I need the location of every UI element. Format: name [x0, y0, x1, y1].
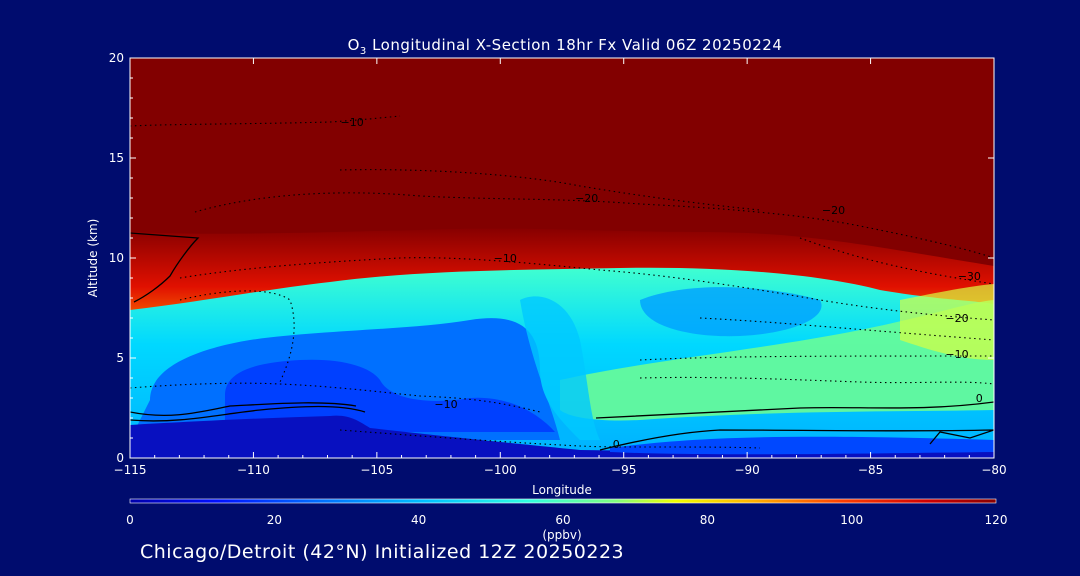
contour-label: −30: [958, 270, 981, 283]
dotted-contours: [130, 115, 994, 449]
x-tick-label: −105: [360, 463, 393, 477]
colorbar-tick-label: 40: [411, 513, 426, 527]
contour-minus10-main: [179, 257, 994, 321]
contour-minus20-right-lower: [699, 317, 994, 341]
y-tick-label: 15: [109, 151, 124, 165]
initialized-caption: Chicago/Detroit (42°N) Initialized 12Z 2…: [140, 541, 625, 563]
contour-minus20-upper: [194, 192, 994, 259]
contour-label: −10: [341, 116, 364, 129]
contour-label: −20: [945, 312, 968, 325]
colorbar-tick-label: 60: [555, 513, 570, 527]
contour-label: −20: [822, 204, 845, 217]
light-blue-column: [520, 296, 600, 440]
colorbar-tick-label: 80: [700, 513, 715, 527]
colorbar-unit: (ppbv): [542, 528, 581, 542]
contour-0-lower-left-2: [130, 405, 366, 422]
lowest-ozone-core: [225, 359, 555, 432]
x-tick-label: −100: [484, 463, 517, 477]
x-tick-label: −95: [611, 463, 636, 477]
colorbar-tick-label: 20: [267, 513, 282, 527]
title-subscript: 3: [360, 46, 367, 57]
y-tick-label: 0: [116, 451, 124, 465]
contour-label: −20: [575, 192, 598, 205]
colorbar: 0 20 40 60 80 100 120 (ppbv): [126, 498, 1007, 542]
contour-label: −10: [945, 348, 968, 361]
contour-0-lower-left: [130, 402, 357, 416]
contour-label: −10: [494, 252, 517, 265]
ground-band: [130, 415, 994, 458]
contour-minus10-top-arc: [130, 115, 401, 127]
y-tick-label: 10: [109, 251, 124, 265]
contour-label: 0: [976, 392, 983, 405]
plot-area: −10 −20 −20 −10 −30 −20 −10 0 −10 0: [130, 58, 994, 458]
y-axis: 0 5 10 15 20: [109, 51, 994, 465]
green-band-lower-right: [560, 300, 994, 421]
contour-ground-lines: [339, 429, 761, 449]
contour-label: −10: [434, 398, 457, 411]
title-rest: Longitudinal X-Section 18hr Fx Valid 06Z…: [367, 36, 783, 54]
x-tick-label: −85: [858, 463, 883, 477]
mid-blue-lobe-right: [640, 287, 822, 337]
contour-label: 0: [613, 438, 620, 451]
x-tick-label: −80: [981, 463, 1006, 477]
contour-labels: −10 −20 −20 −10 −30 −20 −10 0 −10 0: [341, 116, 983, 451]
colorbar-tick-label: 100: [840, 513, 863, 527]
contour-0-upper-left: [130, 232, 200, 303]
colorbar-tick-label: 0: [126, 513, 134, 527]
near-surface-layer-right: [610, 436, 994, 455]
colorbar-ramp: [129, 498, 997, 504]
colorbar-ticks: 0 20 40 60 80 100 120: [126, 513, 1007, 527]
contour-minus10-right-shelf: [639, 376, 994, 385]
contour-minus20-mid: [339, 169, 761, 211]
solid-contours: [130, 232, 994, 451]
x-tick-label: −90: [734, 463, 759, 477]
contour-0-right-lower: [599, 429, 994, 451]
title-prefix: O: [348, 36, 360, 54]
x-tick-label: −115: [114, 463, 147, 477]
x-axis-label: Longitude: [532, 483, 592, 497]
y-tick-label: 20: [109, 51, 124, 65]
y-axis-label: Altitude (km): [86, 219, 100, 298]
x-axis: −115 −110 −105 −100 −95 −90 −85 −80: [114, 58, 1007, 477]
x-tick-label: −110: [237, 463, 270, 477]
yellow-band-right: [900, 284, 994, 360]
chart-title: O3 Longitudinal X-Section 18hr Fx Valid …: [348, 36, 783, 57]
colorbar-tick-label: 120: [985, 513, 1008, 527]
y-tick-label: 5: [116, 351, 124, 365]
contour-0-right: [595, 401, 994, 419]
